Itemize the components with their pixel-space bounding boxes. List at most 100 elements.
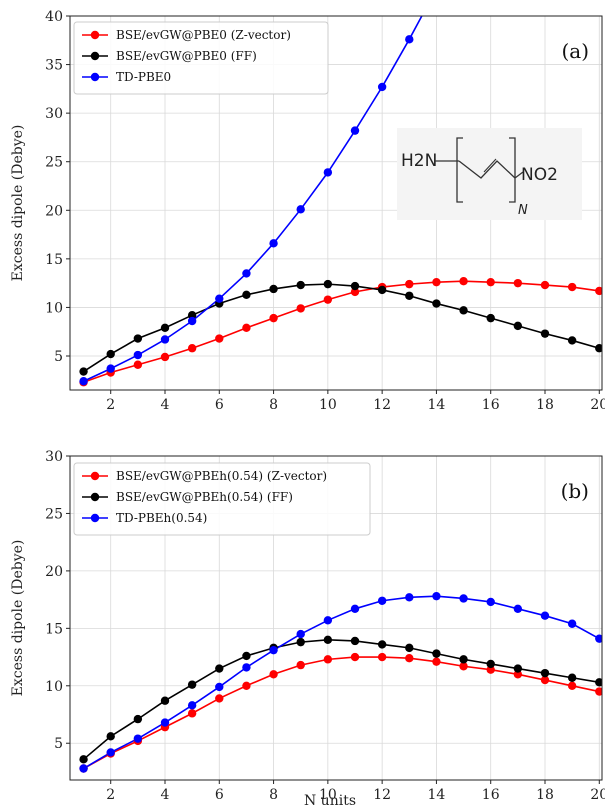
data-point xyxy=(323,635,333,645)
x-axis-label: N units xyxy=(304,793,356,809)
data-point xyxy=(242,651,251,661)
data-point xyxy=(459,306,468,315)
data-point xyxy=(79,377,88,386)
y-tick-label: 25 xyxy=(45,506,63,522)
legend-entry: TD-PBE0 xyxy=(116,70,171,84)
data-point xyxy=(513,278,523,288)
data-point xyxy=(160,696,170,705)
molecule-backdrop xyxy=(397,128,582,220)
x-tick-label: 4 xyxy=(161,397,170,413)
data-point xyxy=(187,344,197,353)
data-point xyxy=(405,654,414,663)
data-point xyxy=(79,755,88,764)
x-tick-label: 16 xyxy=(482,787,500,803)
panel-a-frame xyxy=(69,15,603,391)
data-point xyxy=(595,678,602,687)
data-point xyxy=(377,596,387,605)
data-point xyxy=(187,680,197,689)
data-point xyxy=(540,329,550,338)
panel-b-series-lines xyxy=(83,595,600,770)
legend-swatch-marker xyxy=(90,492,100,502)
data-point xyxy=(106,732,115,741)
panel-b-label: (b) xyxy=(561,479,589,503)
data-point xyxy=(350,636,360,646)
data-point xyxy=(405,279,414,289)
panel-a: 2 4 6 8 10 12 14 16 18 20 5 10 15 20 25 30 35 40 Excess … xyxy=(10,9,605,413)
data-point xyxy=(405,35,414,44)
data-point xyxy=(79,764,88,773)
data-point xyxy=(215,664,224,673)
data-point xyxy=(486,313,495,323)
legend-swatch-marker xyxy=(90,471,100,481)
data-point xyxy=(133,350,143,360)
legend-entry: BSE/evGW@PBE0 (Z-vector) xyxy=(116,28,291,42)
molecule-repeat-count: N xyxy=(518,203,528,218)
data-point xyxy=(242,269,251,278)
data-point xyxy=(486,597,495,607)
panel-a-x-ticks: 2 4 6 8 10 12 14 16 18 20 xyxy=(106,390,605,413)
data-point xyxy=(296,637,305,647)
data-point xyxy=(350,604,360,614)
legend-swatch-marker xyxy=(90,513,100,523)
x-tick-label: 12 xyxy=(373,787,391,803)
y-tick-label: 5 xyxy=(54,349,63,365)
panel-a-markers xyxy=(79,35,602,387)
y-tick-label: 5 xyxy=(54,736,63,752)
y-tick-label: 30 xyxy=(45,449,63,465)
series-line-2 xyxy=(83,595,600,770)
x-tick-label: 14 xyxy=(428,787,446,803)
data-point xyxy=(269,239,278,248)
panel-b-frame xyxy=(69,455,603,781)
data-point xyxy=(215,294,224,303)
data-point xyxy=(323,616,333,625)
data-point xyxy=(595,344,602,353)
data-point xyxy=(567,673,577,682)
x-tick-label: 6 xyxy=(215,397,224,413)
y-tick-label: 10 xyxy=(45,300,63,316)
panel-b-markers xyxy=(79,591,602,773)
molecule-structure: H2N NO2 N xyxy=(397,128,582,220)
y-tick-label: 40 xyxy=(45,9,63,25)
data-point xyxy=(432,657,441,666)
x-tick-label: 8 xyxy=(269,397,278,413)
data-point xyxy=(106,748,115,757)
data-point xyxy=(405,643,414,653)
data-point xyxy=(459,594,468,603)
data-point xyxy=(106,364,115,373)
series-line-1 xyxy=(83,639,600,760)
molecule-bracket-left xyxy=(456,137,463,203)
data-point xyxy=(459,277,468,286)
legend-entry: BSE/evGW@PBEh(0.54) (FF) xyxy=(116,490,293,504)
data-point xyxy=(377,652,387,662)
data-point xyxy=(160,335,170,344)
molecule-backbone xyxy=(458,160,516,179)
panel-b-y-ticks: 5 10 15 20 25 30 xyxy=(45,449,70,752)
molecule-bond-right xyxy=(514,171,524,179)
data-point xyxy=(513,321,523,331)
data-point xyxy=(296,629,305,639)
data-point xyxy=(242,290,251,299)
legend-entry: BSE/evGW@PBE0 (FF) xyxy=(116,49,257,63)
x-tick-label: 10 xyxy=(319,787,337,803)
data-point xyxy=(296,205,305,214)
data-point xyxy=(595,634,602,643)
data-point xyxy=(377,285,387,295)
molecule-double-bond xyxy=(483,158,497,173)
data-point xyxy=(187,709,197,718)
x-tick-label: 2 xyxy=(106,397,115,413)
panel-b-x-ticks: 2 4 6 8 10 12 14 16 18 20 xyxy=(106,780,605,803)
series-line-0 xyxy=(83,656,600,770)
x-tick-label: 10 xyxy=(319,397,337,413)
data-point xyxy=(187,701,197,710)
panel-b: 2 4 6 8 10 12 14 16 18 20 5 10 15 20 25 30 Excess dipo… xyxy=(10,449,605,803)
data-point xyxy=(432,591,441,601)
data-point xyxy=(513,604,523,614)
legend-box xyxy=(73,462,371,536)
legend-swatch-marker xyxy=(90,72,100,82)
data-point xyxy=(323,655,333,664)
data-point xyxy=(242,663,251,672)
data-point xyxy=(187,316,197,326)
data-point xyxy=(486,277,495,287)
panel-a-ylabel: Excess dipole (Debye) xyxy=(10,125,26,282)
